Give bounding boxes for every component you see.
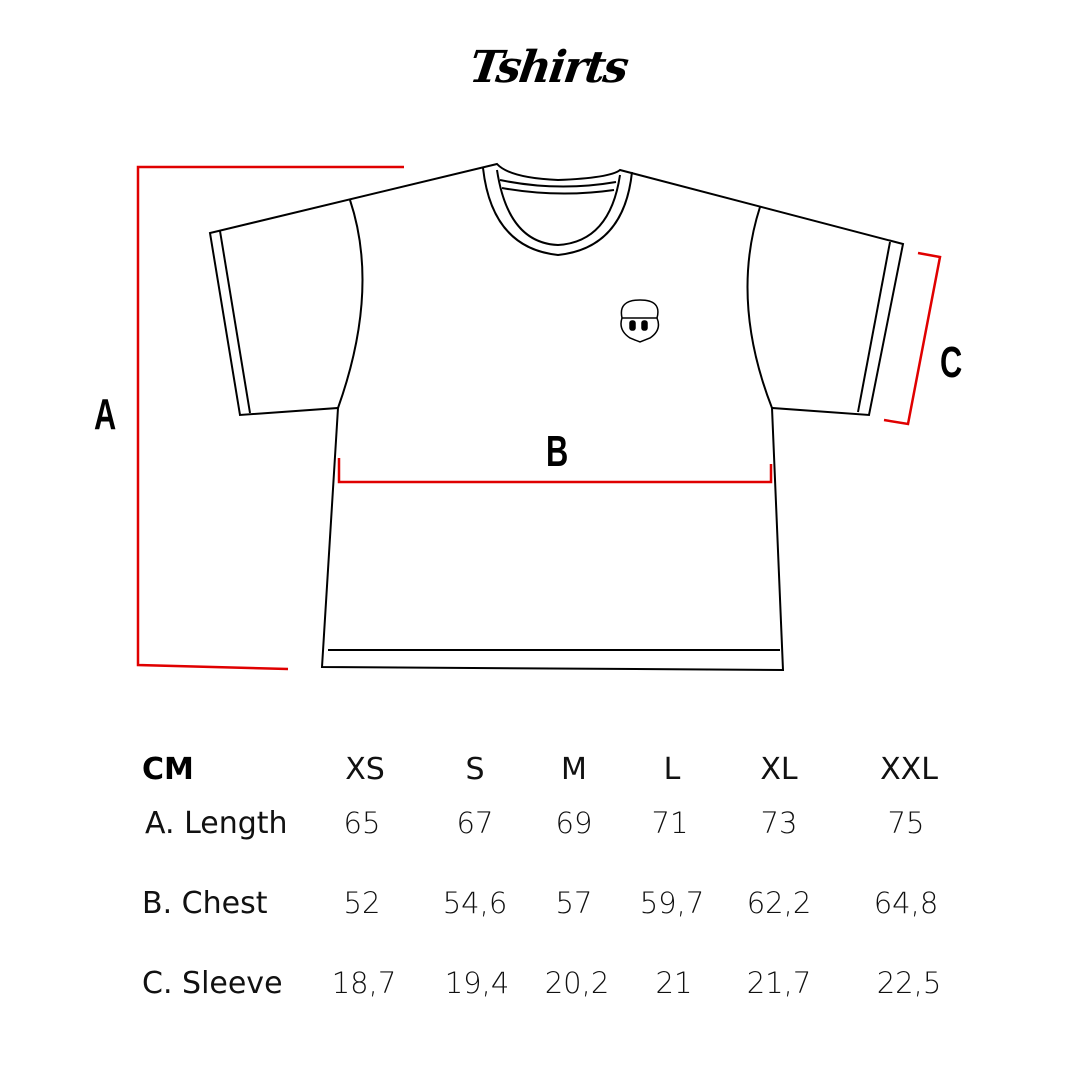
tshirt-body xyxy=(208,162,905,672)
table-cell: 71 xyxy=(651,806,689,840)
table-cell: 73 xyxy=(760,806,798,840)
table-cell: 59,7 xyxy=(639,886,705,920)
label-b: B xyxy=(546,427,569,476)
table-cell: 69 xyxy=(555,806,593,840)
right-cuff xyxy=(857,241,891,413)
measure-line-c xyxy=(883,251,942,426)
measure-line-a xyxy=(136,165,404,671)
table-cell: 52 xyxy=(343,886,381,920)
unit-header: CM xyxy=(142,752,194,787)
row-label-length: A. Length xyxy=(145,806,288,841)
row-label-sleeve: C. Sleeve xyxy=(142,966,283,1001)
size-header: XL xyxy=(760,752,798,787)
row-label-chest: B. Chest xyxy=(142,886,268,921)
size-header: M xyxy=(561,752,587,787)
collar-inner xyxy=(496,169,621,247)
label-a: A xyxy=(94,390,117,439)
table-cell: 57 xyxy=(555,886,593,920)
table-cell: 18,7 xyxy=(331,966,397,1000)
right-sleeve-seam xyxy=(746,206,773,409)
table-cell: 75 xyxy=(887,806,925,840)
table-cell: 67 xyxy=(456,806,494,840)
patch-icon xyxy=(620,299,660,343)
label-c: C xyxy=(940,338,963,387)
table-cell: 54,6 xyxy=(442,886,508,920)
table-cell: 21 xyxy=(655,966,693,1000)
measure-line-b xyxy=(337,458,773,484)
left-cuff xyxy=(219,230,251,414)
size-header: XXL xyxy=(880,752,938,787)
size-header: L xyxy=(663,752,681,787)
table-cell: 62,2 xyxy=(746,886,812,920)
measure-lines xyxy=(136,165,942,671)
table-cell: 20,2 xyxy=(544,966,610,1000)
table-cell: 65 xyxy=(343,806,381,840)
left-sleeve-seam xyxy=(337,199,364,409)
size-header: S xyxy=(465,752,485,787)
tshirt-diagram xyxy=(136,162,942,672)
table-cell: 21,7 xyxy=(746,966,812,1000)
collar xyxy=(482,167,633,257)
tshirt-outline xyxy=(208,162,905,672)
table-cell: 64,8 xyxy=(873,886,939,920)
table-cell: 22,5 xyxy=(876,966,942,1000)
table-cell: 19,4 xyxy=(444,966,510,1000)
size-header: XS xyxy=(345,752,385,787)
